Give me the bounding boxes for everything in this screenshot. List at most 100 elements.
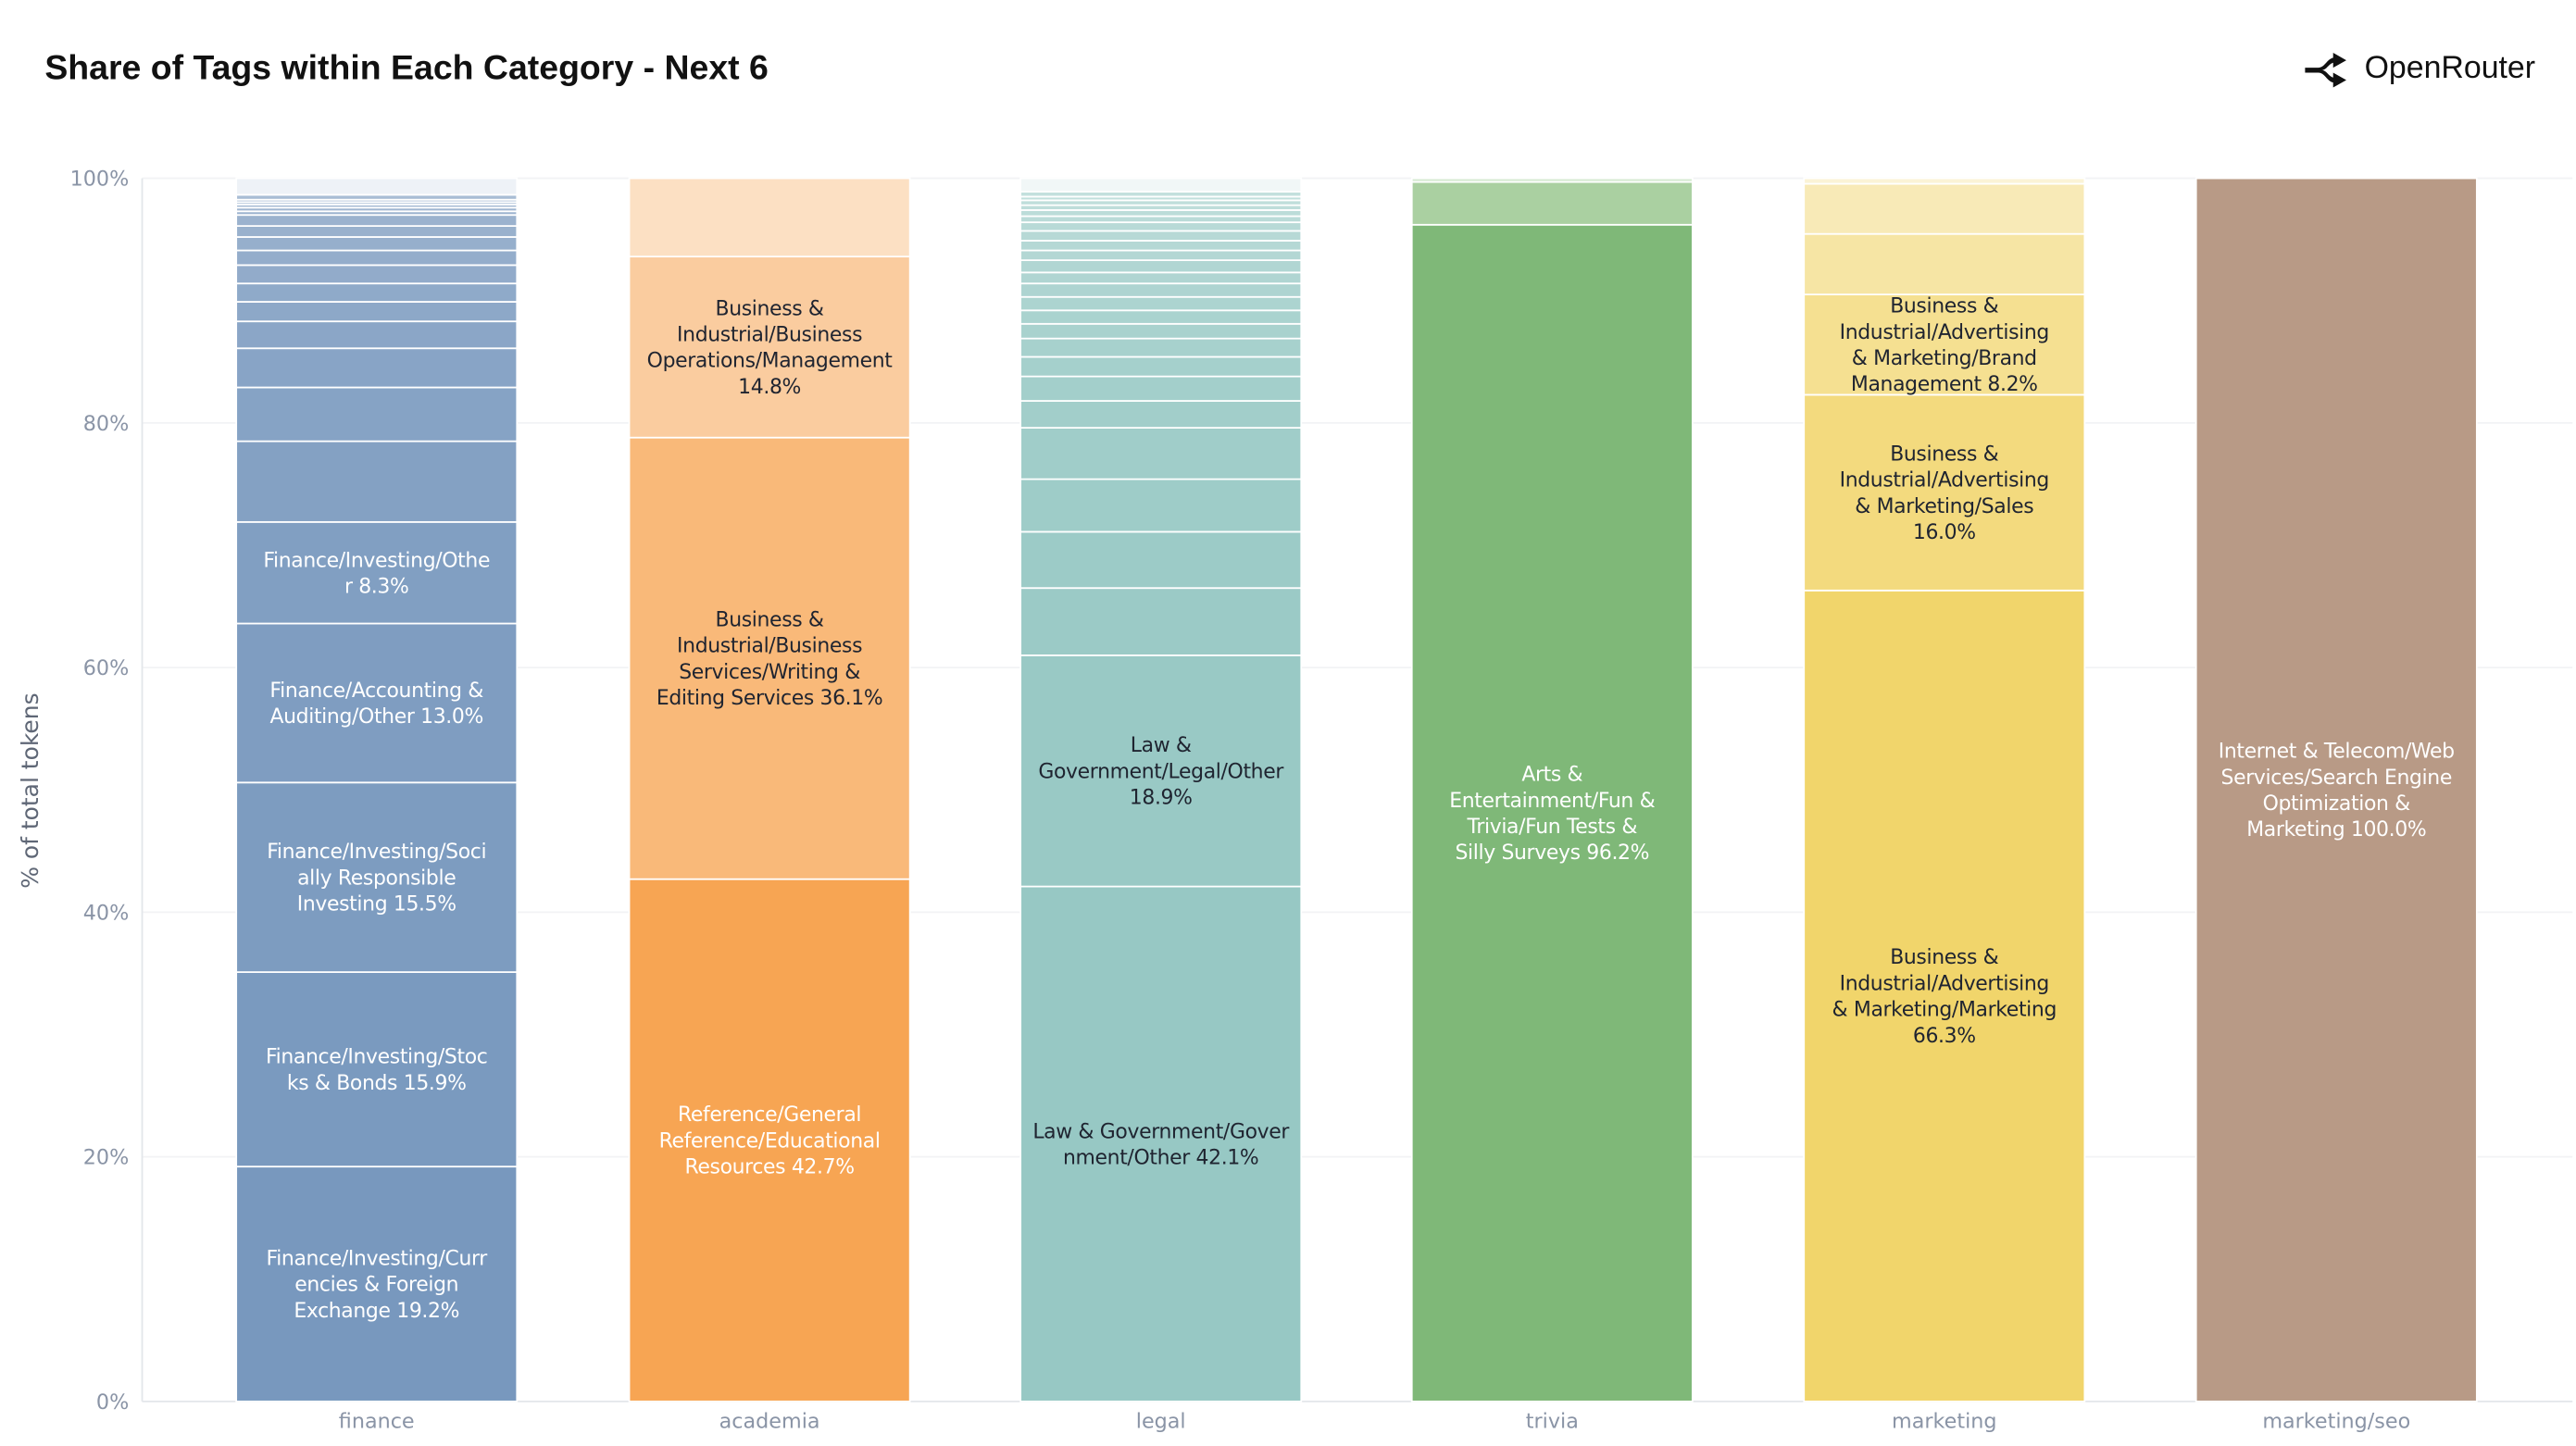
bar-segment[interactable]	[235, 282, 519, 303]
bar-segment[interactable]	[1019, 271, 1303, 285]
x-tick-label: finance	[339, 1409, 415, 1433]
segment-label-line: Exchange 19.2%	[294, 1300, 459, 1323]
segment-label: Law & Government/Legal/Other 18.9%	[1038, 734, 1284, 809]
bar-segment[interactable]	[1019, 240, 1303, 252]
bar-segment[interactable]	[1410, 223, 1694, 1402]
bar-segment[interactable]	[1019, 587, 1303, 656]
segment-label-line: Services/Writing &	[679, 661, 860, 684]
openrouter-logo-icon	[2305, 53, 2346, 88]
bar-segment[interactable]	[628, 256, 911, 439]
bar-segment[interactable]	[1803, 182, 2086, 235]
segment-label-line: Business &	[716, 297, 824, 320]
bar-segment[interactable]	[1019, 400, 1303, 430]
bar-segment[interactable]	[628, 436, 911, 880]
bar-segment[interactable]	[235, 971, 519, 1168]
bar-segment[interactable]	[1019, 221, 1303, 232]
bar-segment[interactable]	[1803, 393, 2086, 592]
y-axis-ticks: 0% 20% 40% 60% 80% 100%	[70, 168, 130, 1415]
segment-label-line: Investing 15.5%	[297, 893, 456, 916]
bar-segment[interactable]	[1019, 530, 1303, 590]
bar-segment[interactable]	[628, 177, 911, 258]
bar-segment[interactable]	[235, 225, 519, 238]
bar-segment[interactable]	[235, 386, 519, 443]
segment-label-line: Arts &	[1521, 764, 1582, 787]
bar-segment[interactable]	[1019, 259, 1303, 274]
bar-segment[interactable]	[1019, 337, 1303, 358]
segment-label: Business & Industrial/Business Operations/…	[647, 297, 894, 399]
y-tick-label: 60%	[83, 656, 129, 680]
segment-label: Finance/Investing/Soci ally Responsible In…	[267, 841, 486, 916]
bar-segment[interactable]	[1019, 177, 1303, 193]
bar-segment[interactable]	[235, 249, 519, 267]
bar-segment[interactable]	[1019, 375, 1303, 402]
y-tick-label: 100%	[70, 168, 130, 192]
segment-label-line: Industrial/Advertising	[1840, 469, 2049, 492]
bar-segment[interactable]	[1019, 230, 1303, 242]
segment-label-line: & Marketing/Marketing	[1832, 999, 2057, 1022]
segment-label-line: Industrial/Advertising	[1840, 972, 2049, 995]
segment-label-line: r 8.3%	[344, 575, 409, 598]
bar-segment[interactable]	[235, 781, 519, 973]
segment-label-line: encies & Foreign	[294, 1274, 458, 1297]
segment-label-line: Business &	[1890, 295, 1998, 318]
bar-segment[interactable]	[1019, 295, 1303, 312]
segment-label-line: Industrial/Advertising	[1840, 321, 2049, 344]
bar-segment[interactable]	[1019, 249, 1303, 261]
segment-label-line: Finance/Investing/Stoc	[266, 1046, 488, 1069]
bar-segment[interactable]	[1019, 427, 1303, 480]
bar-segment[interactable]	[235, 264, 519, 285]
y-axis-title: % of total tokens	[17, 692, 44, 888]
bar-segment[interactable]	[1019, 282, 1303, 298]
segment-label-line: ally Responsible	[297, 866, 456, 890]
segment-label: Business & Industrial/Advertising & Market…	[1840, 295, 2049, 397]
segment-label: Arts & Entertainment/Fun & Trivia/Fun Test…	[1449, 764, 1655, 866]
bar-segment[interactable]	[1410, 181, 1694, 226]
segment-label-line: & Marketing/Brand	[1852, 347, 2037, 370]
bar-segment[interactable]	[628, 878, 911, 1402]
bar-segment[interactable]	[235, 520, 519, 625]
bar-segment[interactable]	[1019, 309, 1303, 325]
bar-segment[interactable]	[235, 236, 519, 252]
segment-label: Internet & Telecom/Web Services/Search En…	[2219, 741, 2455, 842]
segment-label-line: Business &	[1890, 946, 1998, 969]
segment-label-line: Entertainment/Fun &	[1449, 790, 1655, 813]
bar-segment[interactable]	[235, 1166, 519, 1402]
x-tick-label: legal	[1136, 1409, 1186, 1433]
segment-label-line: & Marketing/Sales	[1855, 495, 2033, 518]
bar-segment[interactable]	[235, 320, 519, 350]
segment-label: Law & Government/Gover nment/Other 42.1%	[1032, 1120, 1290, 1169]
segment-label: Finance/Investing/Curr encies & Foreign Ex…	[267, 1248, 489, 1323]
bar-segment[interactable]	[1019, 885, 1303, 1402]
bar-segment[interactable]	[235, 622, 519, 784]
bar-segment[interactable]	[2195, 177, 2478, 1402]
bar-segment[interactable]	[235, 177, 519, 196]
segment-label: Finance/Investing/Stoc ks & Bonds 15.9%	[266, 1046, 488, 1095]
segment-label-line: Business &	[1890, 443, 1998, 467]
bar-segment[interactable]	[1410, 177, 1694, 183]
bar-segment[interactable]	[1019, 355, 1303, 378]
bar-segment[interactable]	[235, 301, 519, 323]
bar-segment[interactable]	[1019, 478, 1303, 533]
segment-label: Business & Industrial/Advertising & Market…	[1840, 443, 2049, 545]
bar-segment[interactable]	[235, 347, 519, 389]
y-tick-label: 0%	[96, 1390, 129, 1415]
bar-segment[interactable]	[1803, 232, 2086, 295]
bar-segment[interactable]	[1803, 589, 2086, 1402]
openrouter-logo: OpenRouter	[2305, 50, 2535, 88]
bar-segment[interactable]	[1019, 322, 1303, 340]
segment-label-line: Operations/Management	[647, 350, 894, 373]
bar-segment[interactable]	[1019, 654, 1303, 888]
segment-label-line: Reference/Educational	[659, 1129, 881, 1153]
bar-segment[interactable]	[1019, 209, 1303, 218]
segment-label-line: ks & Bonds 15.9%	[287, 1072, 467, 1095]
segment-label-line: Services/Search Engine	[2221, 767, 2452, 790]
segment-label-line: Silly Surveys 96.2%	[1455, 841, 1649, 865]
segment-label: Finance/Accounting & Auditing/Other 13.0%	[269, 679, 483, 729]
segment-label: Business & Industrial/Advertising & Market…	[1832, 946, 2057, 1048]
segment-label-line: 16.0%	[1913, 521, 1976, 544]
bar-segment[interactable]	[1803, 177, 2086, 185]
bar-segment[interactable]	[235, 214, 519, 227]
bar-segment[interactable]	[235, 440, 519, 523]
bar-segment[interactable]	[1019, 215, 1303, 224]
